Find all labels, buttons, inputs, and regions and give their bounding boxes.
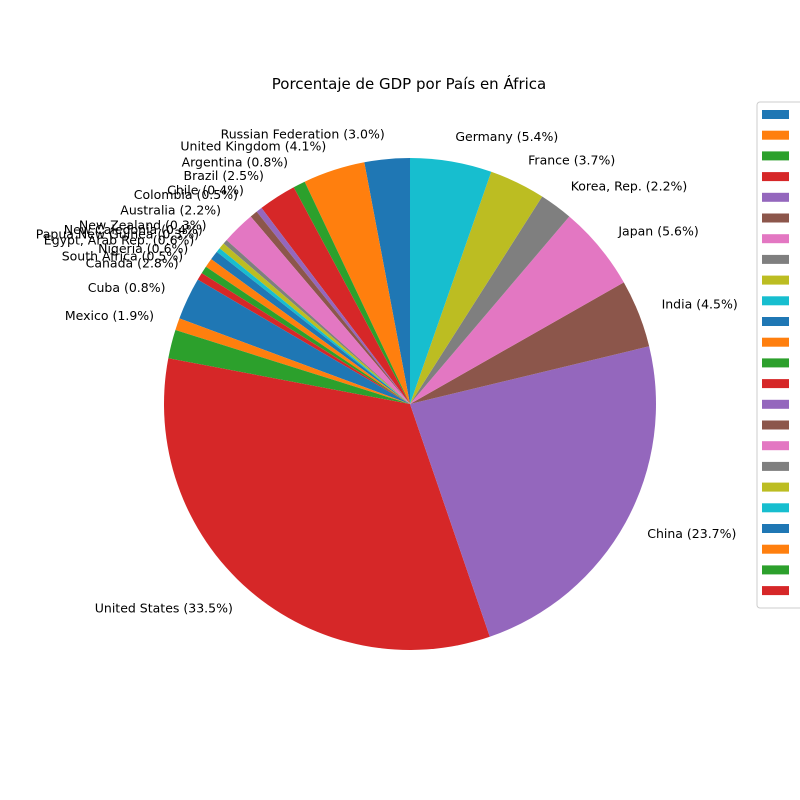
slice-label: India (4.5%) bbox=[662, 296, 738, 311]
slice-label: Brazil (2.5%) bbox=[184, 168, 264, 183]
legend-swatch bbox=[762, 317, 789, 326]
legend-swatch bbox=[762, 151, 789, 161]
pie-slice bbox=[205, 259, 410, 404]
chart-title: Porcentaje de GDP por País en África bbox=[272, 74, 546, 93]
slice-label: Australia (2.2%) bbox=[120, 202, 221, 217]
legend-swatch bbox=[762, 379, 789, 389]
legend-swatch bbox=[762, 399, 789, 409]
slice-label: Korea, Rep. (2.2%) bbox=[571, 178, 688, 193]
legend-swatch bbox=[762, 254, 789, 264]
legend-swatch bbox=[762, 296, 789, 306]
slice-label: Cuba (0.8%) bbox=[88, 280, 166, 295]
pie-slices bbox=[164, 158, 656, 650]
slice-label: Colombia (0.5%) bbox=[134, 187, 238, 202]
pie-slice bbox=[261, 187, 410, 404]
slice-label: Canada (2.8%) bbox=[86, 256, 179, 271]
legend-swatch bbox=[762, 524, 789, 533]
legend-swatch bbox=[762, 358, 789, 368]
pie-slice bbox=[410, 196, 570, 404]
pie-slice bbox=[304, 162, 410, 404]
legend-swatch bbox=[762, 172, 789, 182]
pie-slice bbox=[219, 243, 410, 404]
legend-swatch bbox=[762, 565, 789, 575]
pie-slice bbox=[256, 207, 410, 404]
slice-label: Egypt, Arab Rep. (0.6%) bbox=[44, 233, 194, 248]
pie-slice bbox=[223, 240, 410, 404]
legend-swatch bbox=[762, 275, 789, 285]
legend-swatch bbox=[762, 213, 789, 223]
slice-label: New Zealand (0.3%) bbox=[79, 218, 207, 233]
legend-swatch bbox=[762, 420, 789, 430]
legend-swatch bbox=[762, 130, 789, 140]
slice-label: New Caledonia (0.4%) bbox=[64, 222, 203, 237]
legend-swatch bbox=[762, 503, 789, 513]
legend-swatch bbox=[762, 482, 789, 492]
pie-slice bbox=[293, 181, 410, 404]
legend-swatch bbox=[762, 337, 789, 347]
legend-swatch bbox=[762, 441, 789, 451]
slice-label: United States (33.5%) bbox=[95, 601, 233, 616]
pie-slice bbox=[175, 318, 410, 404]
pie-slice bbox=[164, 358, 490, 650]
slice-label: Papua New Guinea (0.3%) bbox=[36, 227, 199, 242]
pie-slice bbox=[179, 279, 410, 404]
slice-label: Germany (5.4%) bbox=[455, 129, 558, 144]
pie-slice bbox=[216, 248, 410, 404]
legend-items bbox=[762, 110, 789, 596]
pie-slice bbox=[410, 216, 624, 404]
pie-slice bbox=[410, 346, 656, 637]
slice-label: China (23.7%) bbox=[647, 526, 736, 541]
legend bbox=[756, 101, 800, 609]
pie-slice bbox=[250, 211, 410, 404]
pie-slice bbox=[410, 158, 492, 404]
slice-label: Russian Federation (3.0%) bbox=[221, 127, 385, 142]
pie-slice bbox=[211, 251, 410, 404]
pie-slice bbox=[197, 273, 410, 404]
slice-label: South Africa (0.5%) bbox=[62, 248, 183, 263]
pie-slice bbox=[201, 266, 410, 404]
legend-swatch bbox=[762, 461, 789, 471]
pie-slice bbox=[410, 282, 650, 404]
legend-swatch bbox=[762, 544, 789, 554]
pie-slice bbox=[410, 171, 543, 404]
slice-label: Nigeria (0.6%) bbox=[98, 241, 188, 256]
pie-slice bbox=[168, 330, 410, 404]
slice-label: United Kingdom (4.1%) bbox=[180, 139, 326, 154]
slice-labels: Russian Federation (3.0%)United Kingdom … bbox=[36, 127, 738, 616]
legend-swatch bbox=[762, 110, 789, 119]
legend-swatch bbox=[762, 234, 789, 244]
slice-label: Japan (5.6%) bbox=[617, 223, 698, 238]
slice-label: France (3.7%) bbox=[528, 153, 615, 168]
pie-slice bbox=[226, 216, 410, 404]
slice-label: Mexico (1.9%) bbox=[65, 308, 154, 323]
pie-slice bbox=[364, 158, 410, 404]
slice-label: Argentina (0.8%) bbox=[182, 154, 288, 169]
legend-swatch bbox=[762, 192, 789, 202]
slice-label: Chile (0.4%) bbox=[167, 182, 244, 197]
legend-swatch bbox=[762, 586, 789, 596]
legend-frame bbox=[756, 101, 800, 609]
